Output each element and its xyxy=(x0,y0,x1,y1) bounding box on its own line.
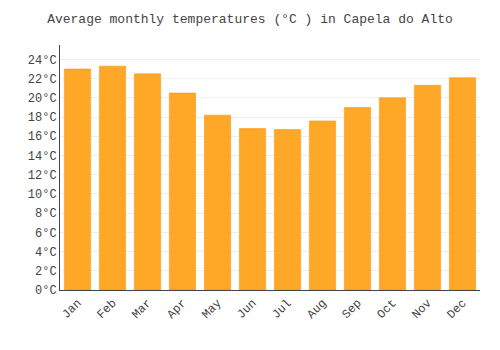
svg-text:14°C: 14°C xyxy=(28,150,57,164)
svg-text:May: May xyxy=(199,297,224,322)
svg-text:18°C: 18°C xyxy=(28,111,57,125)
svg-text:Sep: Sep xyxy=(339,297,364,322)
svg-text:Jul: Jul xyxy=(269,297,294,322)
svg-text:24°C: 24°C xyxy=(28,54,57,68)
svg-text:Feb: Feb xyxy=(94,297,119,322)
svg-text:Oct: Oct xyxy=(374,297,399,322)
svg-text:4°C: 4°C xyxy=(35,246,57,260)
svg-text:20°C: 20°C xyxy=(28,92,57,106)
svg-text:Jun: Jun xyxy=(234,297,259,322)
svg-text:2°C: 2°C xyxy=(35,265,57,279)
svg-text:0°C: 0°C xyxy=(35,284,57,298)
svg-text:12°C: 12°C xyxy=(28,169,57,183)
svg-text:Nov: Nov xyxy=(409,297,434,322)
svg-text:Mar: Mar xyxy=(129,297,154,322)
svg-text:22°C: 22°C xyxy=(28,73,57,87)
svg-text:Aug: Aug xyxy=(304,297,329,322)
svg-text:8°C: 8°C xyxy=(35,207,57,221)
svg-text:16°C: 16°C xyxy=(28,130,57,144)
svg-text:10°C: 10°C xyxy=(28,188,57,202)
svg-text:Jan: Jan xyxy=(59,297,84,322)
svg-text:Average monthly temperatures (: Average monthly temperatures (°C ) in Ca… xyxy=(47,12,453,27)
svg-text:Apr: Apr xyxy=(164,297,189,322)
svg-text:6°C: 6°C xyxy=(35,227,57,241)
svg-text:Dec: Dec xyxy=(444,297,469,322)
